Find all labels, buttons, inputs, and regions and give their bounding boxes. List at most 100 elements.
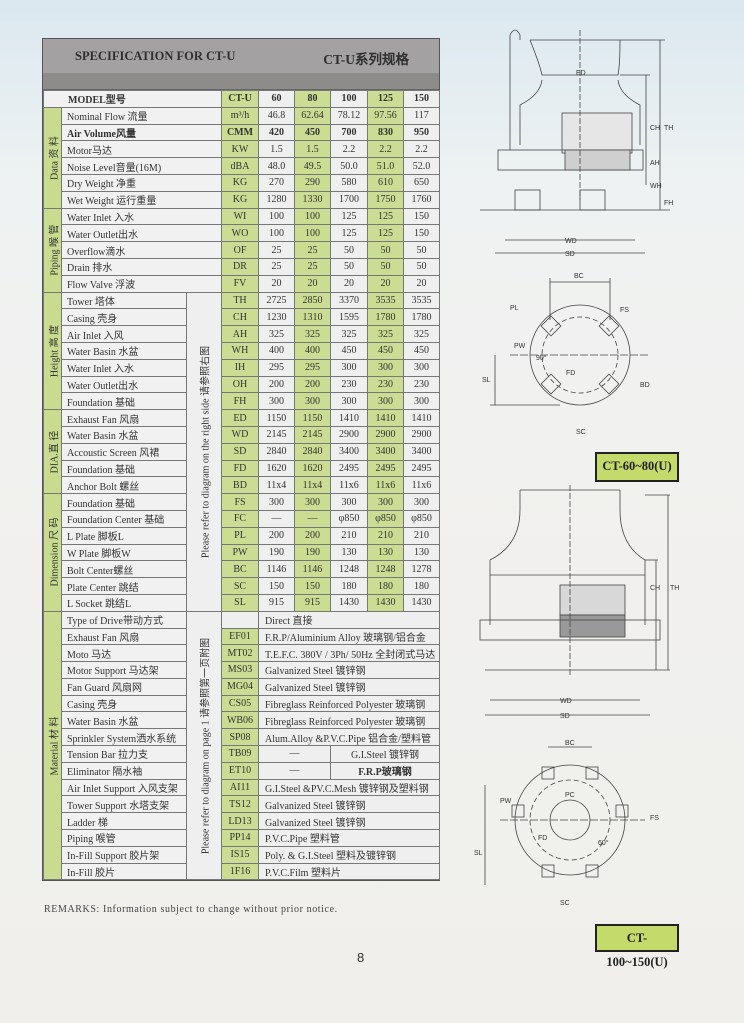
group-label: Dimension 尺 码: [43, 493, 62, 612]
row-label: Foundation 基础: [61, 493, 187, 511]
material-row: Material 材 料 Type of Drive带动方式 Please refe…: [43, 610, 440, 881]
row-value: 300: [330, 358, 368, 377]
table-row: Flow Valve 浮波 FV 20 20 20 20 20: [44, 274, 440, 293]
row-value: 1410: [330, 409, 368, 427]
row-value: 300: [258, 493, 295, 511]
row-unit: PW: [221, 543, 259, 562]
row-label: Water Outlet出水: [61, 375, 187, 394]
row-value: 130: [330, 543, 368, 562]
row-value: 100: [294, 224, 331, 243]
table-row: Dimension 尺 码 Foundation 基础 FS 300 300 300 300…: [43, 493, 440, 612]
group-label: Material 材 料: [43, 610, 62, 881]
label-sl-2: SL: [474, 850, 483, 857]
part-code: IS15: [221, 845, 259, 864]
row-label: Overflow滴水: [61, 241, 222, 259]
table-row: Water Outlet出水 WO 100 100 125 125 150: [44, 224, 440, 243]
group-label-text: Dimension 尺 码: [49, 517, 60, 587]
part-code: PP14: [221, 829, 259, 847]
row-label: Moto 马达: [61, 644, 187, 663]
model-100: 100: [330, 90, 368, 108]
table-row: Water Basin 水盆 WH 400 400 450 450 450: [44, 341, 440, 360]
row-label: Accoustic Screen 风裙: [61, 442, 187, 461]
row-label: Dry Weight 净重: [61, 173, 222, 192]
material-desc: —: [258, 761, 331, 780]
table-row: Motor马达 KW 1.5 1.5 2.2 2.2 2.2: [44, 140, 440, 159]
label-wd: WD: [565, 238, 577, 245]
row-value: 1330: [294, 190, 331, 209]
label-fh: FH: [664, 200, 673, 207]
part-code: MT02: [221, 644, 259, 663]
table-row: Casing 壳身 CH 1230 1310 1595 1780 1780: [44, 308, 440, 327]
group-label: Piping 喉 管: [43, 207, 62, 293]
row-value: 300: [294, 392, 331, 411]
row-value: 125: [367, 207, 404, 226]
row-value: 200: [294, 375, 331, 394]
row-label: Motor马达: [61, 140, 222, 159]
row-value: 46.8: [258, 106, 295, 125]
row-label: W Plate 脚板W: [61, 543, 187, 562]
row-value: 51.0: [367, 157, 404, 175]
row-value: 150: [403, 224, 440, 243]
label-fd-2: FD: [538, 835, 547, 842]
row-value: 1430: [330, 593, 368, 612]
row-label: Wet Weight 运行重量: [61, 190, 222, 209]
row-value: 11x6: [367, 476, 404, 495]
row-value: 700: [330, 123, 368, 142]
table-row: Piping 喉 管 Water Inlet 入水 WI 100 100 125 125 15…: [43, 207, 440, 293]
row-value: 150: [258, 577, 295, 595]
row-value: 210: [367, 526, 404, 545]
row-value: 1146: [258, 560, 295, 579]
table-row: Water Inlet 入水 IH 295 295 300 300 300: [44, 358, 440, 377]
row-value: 230: [367, 375, 404, 394]
row-value: 1780: [367, 308, 404, 327]
material-desc: Galvanized Steel 镀锌钢: [258, 795, 440, 814]
row-label: Tower Support 水塔支架: [61, 795, 187, 814]
group-label-text: DIA.直 径: [49, 430, 60, 474]
table-row: Anchor Bolt 螺丝 BD 11x4 11x4 11x6 11x6 11x6: [44, 476, 440, 495]
group-label-text: Material 材 料: [49, 716, 60, 776]
row-value: 1430: [367, 593, 404, 612]
row-label: Water Outlet出水: [61, 224, 222, 243]
material-row: Water Basin 水盆 WB06 Fibreglass Reinforced …: [44, 711, 440, 730]
label-deg-2: 60°: [598, 839, 609, 847]
part-code: CS05: [221, 694, 259, 713]
material-row: Piping 喉管 PP14 P.V.C.Pipe 塑料管: [44, 829, 440, 847]
row-value: 325: [258, 325, 295, 343]
label-pw-2: PW: [500, 798, 512, 805]
row-value: 3535: [403, 291, 440, 310]
table-row: DIA.直 径 Exhaust Fan 风扇 ED 1150 1150 1410 1410 1…: [43, 409, 440, 495]
tag-ct-100-150: CT-100~150(U): [595, 924, 679, 969]
row-value: 450: [367, 341, 404, 360]
row-value: 130: [367, 543, 404, 562]
table-row: Air Inlet 入风 AH 325 325 325 325 325: [44, 325, 440, 343]
row-value: 2495: [367, 459, 404, 478]
part-code: TB09: [221, 745, 259, 763]
row-unit: FV: [221, 274, 259, 293]
spec-table-panel: SPECIFICATION FOR CT-U CT-U系列规格 MODEL型号 C…: [42, 38, 440, 882]
row-value: 950: [403, 123, 440, 142]
row-value: 1.5: [294, 140, 331, 159]
spec-table: MODEL型号 CT-U 60 80 100 125 150 Data 资 料 Nominal …: [43, 90, 440, 881]
label-wd-2: WD: [560, 698, 572, 705]
material-row: Fan Guard 风扇网 MG04 Galvanized Steel 镀锌钢: [44, 677, 440, 696]
table-row: Height 高 度 Tower 塔体 Please refer to diagra…: [43, 291, 440, 612]
row-value: 2900: [403, 425, 440, 444]
row-value: 230: [403, 375, 440, 394]
row-unit: SC: [221, 577, 259, 595]
label-bc-2: BC: [565, 740, 575, 747]
material-desc: G.I.Steel &PV.C.Mesh 镀锌钢及塑料钢: [258, 778, 440, 797]
row-unit: IH: [221, 358, 259, 377]
row-label: Water Inlet 入水: [61, 207, 222, 226]
row-value: 25: [258, 257, 295, 276]
row-label: MODEL型号: [43, 90, 222, 108]
row-value: 50: [367, 257, 404, 276]
label-ed: ED: [576, 70, 586, 77]
row-unit: KG: [221, 190, 259, 209]
row-label: Water Basin 水盆: [61, 341, 187, 360]
material-desc: —: [258, 745, 331, 763]
row-value: 20: [367, 274, 404, 293]
row-value: 1620: [294, 459, 331, 478]
row-value: 1700: [330, 190, 368, 209]
label-bd: BD: [640, 382, 650, 389]
material-desc: Direct 直接: [258, 610, 440, 629]
